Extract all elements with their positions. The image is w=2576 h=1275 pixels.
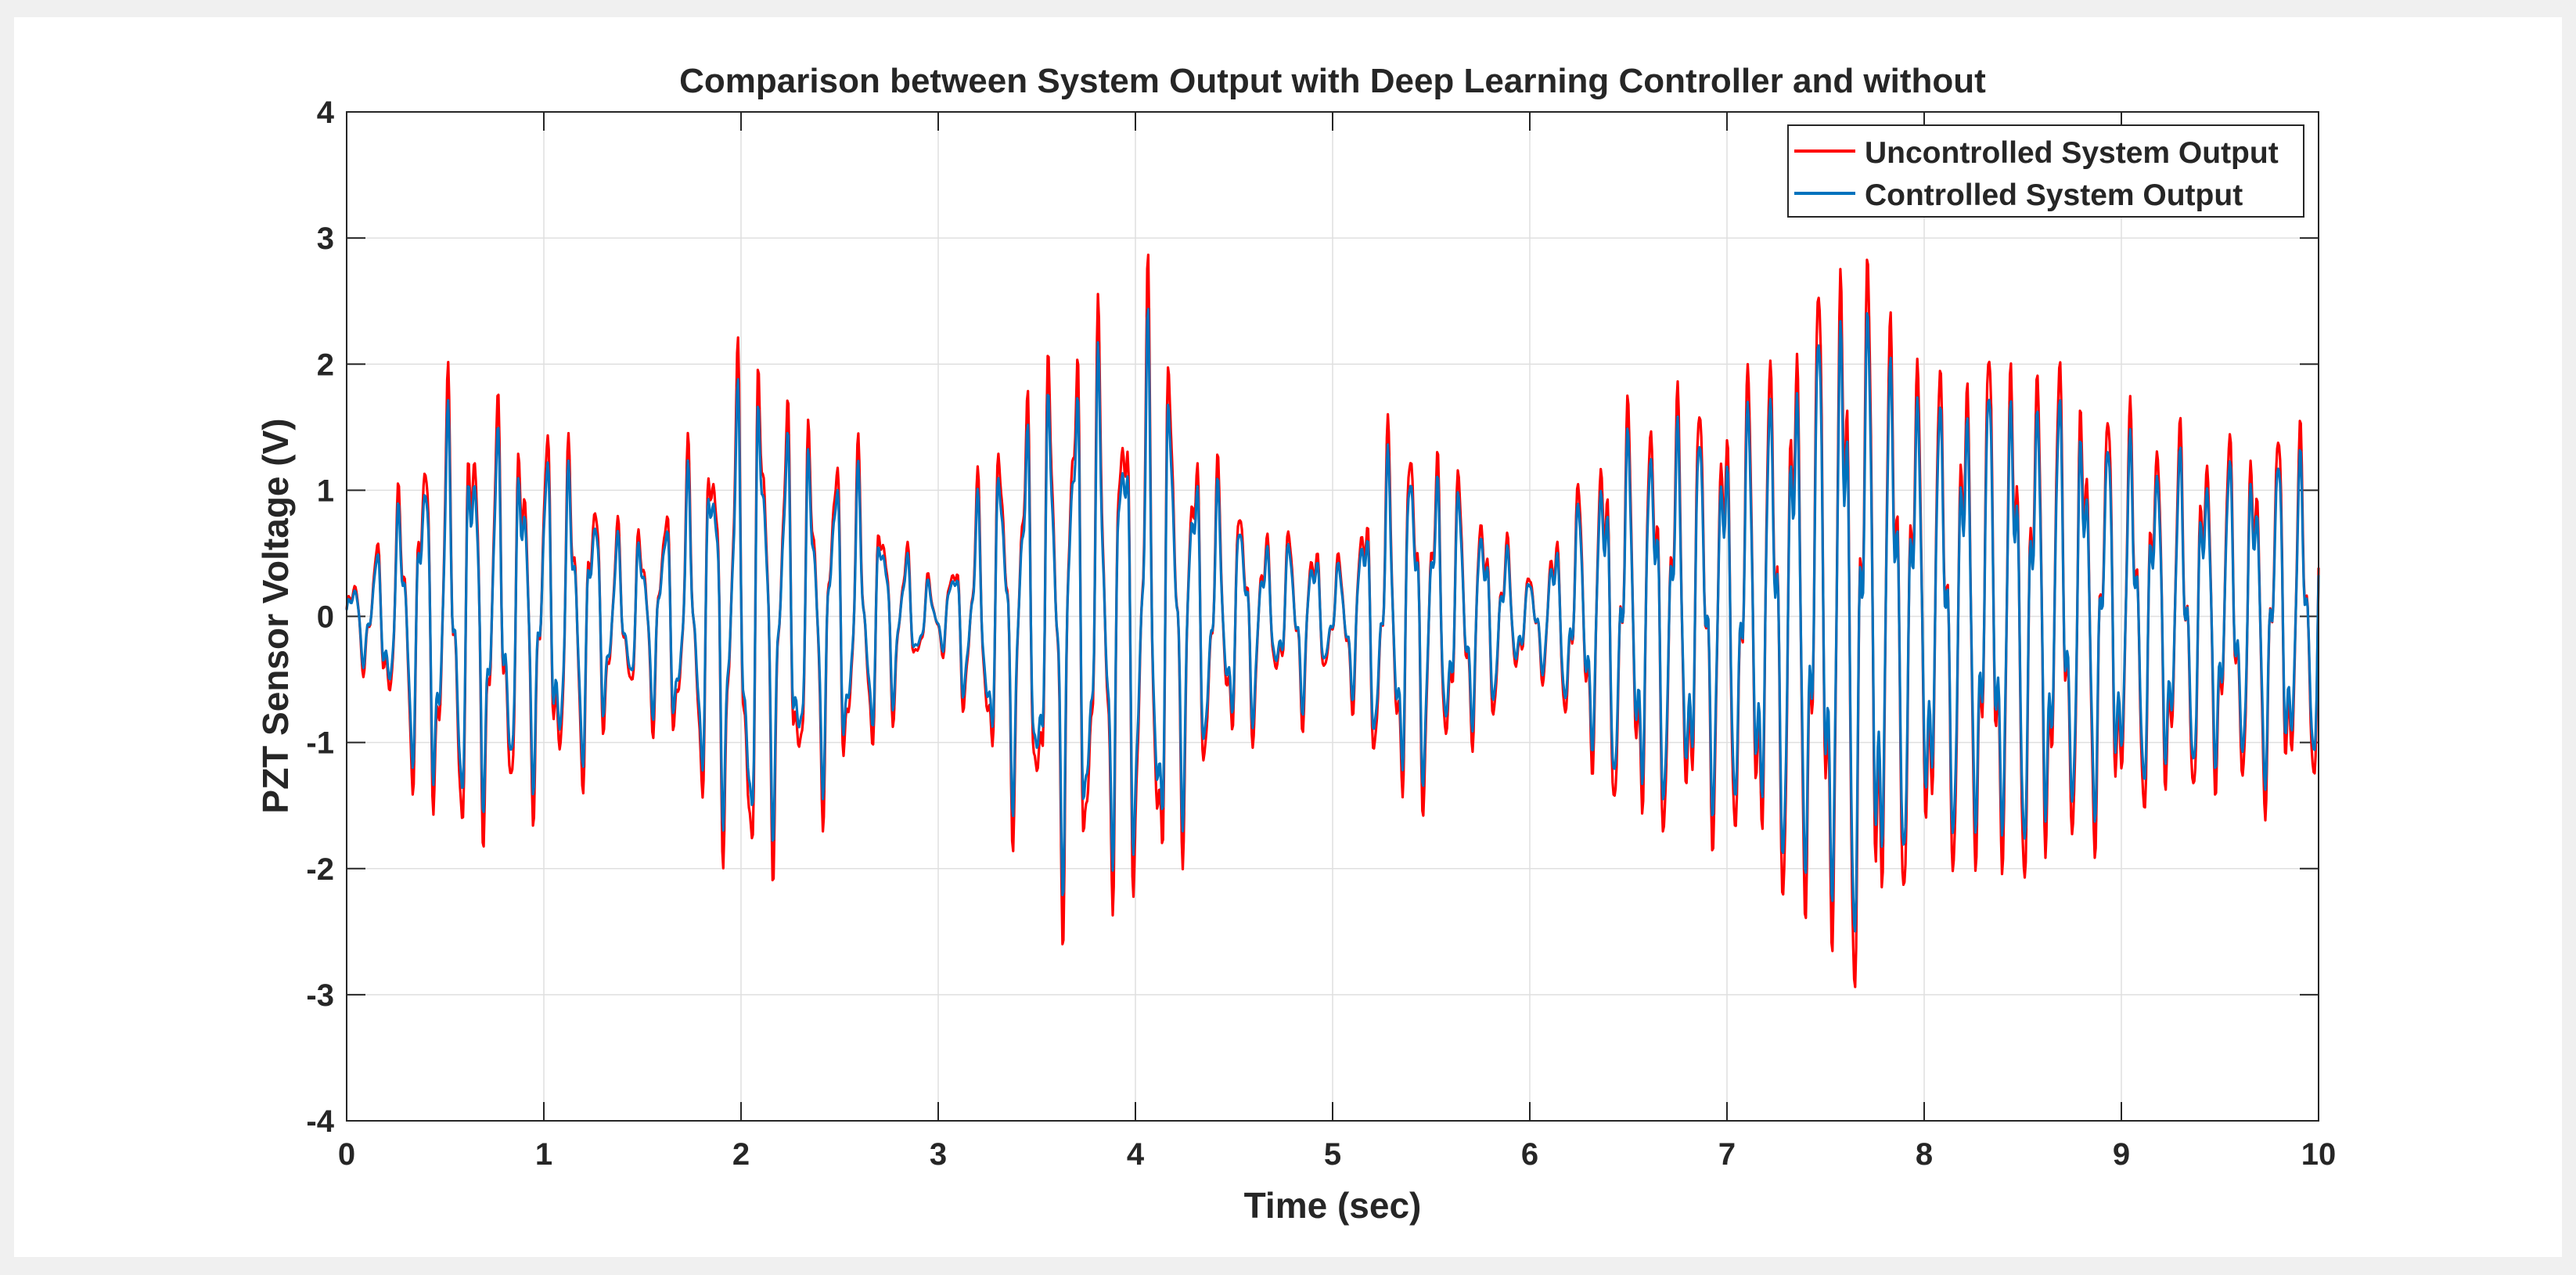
series-line-controlled <box>345 308 2320 933</box>
x-tick-label: 5 <box>1324 1137 1341 1172</box>
x-tick-label: 2 <box>732 1137 750 1172</box>
x-axis-label: Time (sec) <box>1244 1185 1422 1226</box>
x-tick-label: 7 <box>1718 1137 1736 1172</box>
y-tick-label: -1 <box>306 726 334 761</box>
legend-box <box>1787 124 2304 218</box>
x-tick-label: 8 <box>1916 1137 1933 1172</box>
y-tick-label: 0 <box>317 600 334 635</box>
x-tick-label: 4 <box>1127 1137 1145 1172</box>
y-tick-label: -3 <box>306 978 334 1013</box>
y-tick-label: 4 <box>317 95 335 130</box>
x-tick-label: 9 <box>2113 1137 2130 1172</box>
y-tick-label: -4 <box>306 1104 334 1139</box>
y-tick-label: 1 <box>317 474 334 508</box>
y-tick-labels: -4 -3 -2 -1 0 1 2 3 4 <box>306 95 334 1139</box>
x-tick-label: 0 <box>338 1137 355 1172</box>
y-axis-label: PZT Sensor Voltage (V) <box>255 418 296 813</box>
y-tick-label: -2 <box>306 852 334 887</box>
figure-panel <box>14 17 2562 1257</box>
legend-label-controlled: Controlled System Output <box>1865 178 2243 212</box>
x-tick-label: 6 <box>1521 1137 1538 1172</box>
x-tick-label: 3 <box>930 1137 947 1172</box>
legend: Uncontrolled System Output Controlled Sy… <box>1787 124 2304 218</box>
axes-box <box>346 111 2319 1122</box>
x-tick-label: 1 <box>535 1137 552 1172</box>
y-tick-label: 3 <box>317 222 334 256</box>
y-tick-label: 2 <box>317 348 334 382</box>
legend-label-uncontrolled: Uncontrolled System Output <box>1865 136 2279 170</box>
x-tick-label: 10 <box>2301 1137 2337 1172</box>
x-tick-labels: 0 1 2 3 4 5 6 7 8 9 10 <box>338 1137 2336 1172</box>
plot-area <box>345 254 2320 989</box>
chart-title: Comparison between System Output with De… <box>679 62 1986 100</box>
